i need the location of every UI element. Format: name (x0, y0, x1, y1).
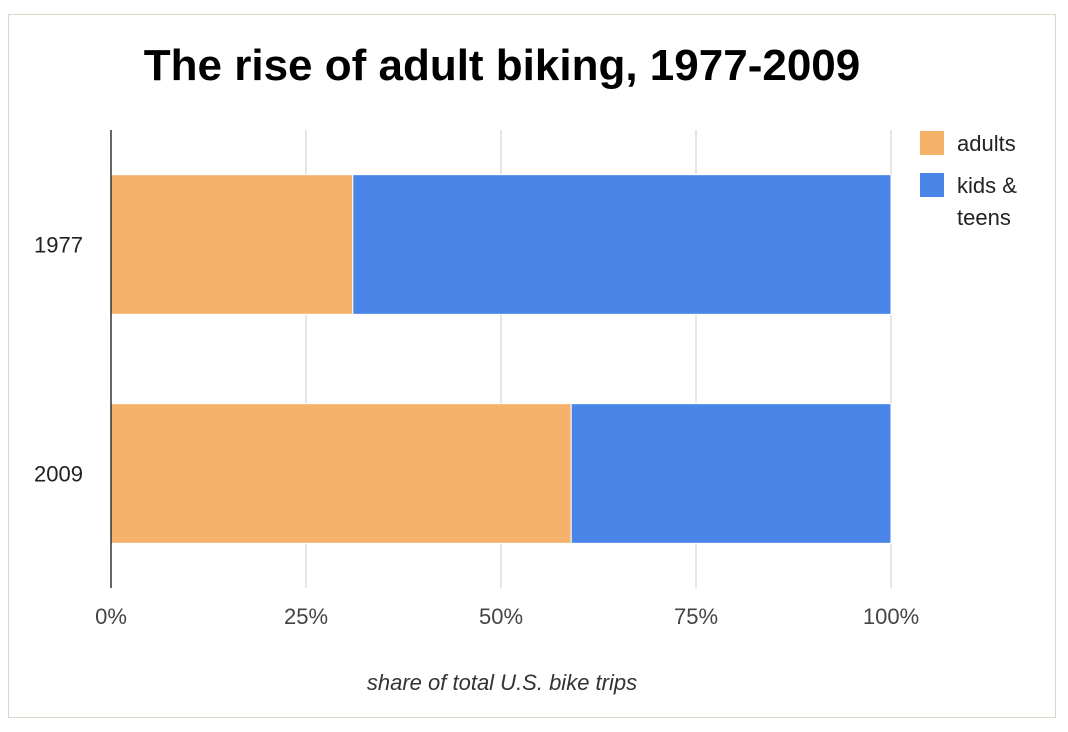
x-tick-label: 50% (479, 604, 523, 629)
x-axis-label: share of total U.S. bike trips (367, 670, 637, 695)
category-labels: 1977 2009 (34, 233, 83, 487)
legend-label: adults (957, 131, 1016, 156)
legend-label: kids & teens (957, 173, 1017, 230)
category-label: 2009 (34, 462, 83, 487)
x-tick-labels: 0% 25% 50% 75% 100% (95, 604, 919, 629)
legend-swatch (920, 173, 944, 197)
bars (110, 174, 892, 544)
chart-frame (8, 14, 1056, 718)
x-tick-label: 100% (863, 604, 919, 629)
bar-kids-teens-1977 (352, 174, 892, 315)
legend: adults kids & teens (920, 131, 1017, 230)
bar-adults-2009 (110, 403, 572, 544)
bar-adults-1977 (110, 174, 354, 315)
category-label: 1977 (34, 233, 83, 258)
chart-title: The rise of adult biking, 1977-2009 (144, 41, 860, 90)
x-tick-label: 75% (674, 604, 718, 629)
x-tick-label: 0% (95, 604, 127, 629)
x-tick-label: 25% (284, 604, 328, 629)
bar-kids-teens-2009 (570, 403, 892, 544)
legend-swatch (920, 131, 944, 155)
